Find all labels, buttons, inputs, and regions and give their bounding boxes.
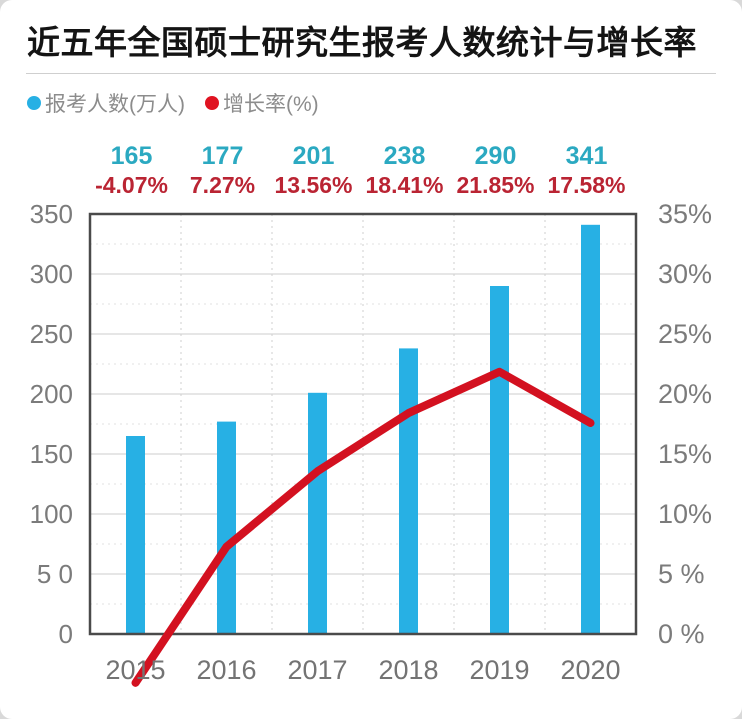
- bar-2018: [399, 348, 418, 634]
- page-title: 近五年全国硕士研究生报考人数统计与增长率: [27, 24, 697, 61]
- bar-value-label: 290: [475, 142, 517, 170]
- right-axis-tick: 25%: [658, 319, 712, 349]
- left-axis-tick: 0: [59, 619, 73, 649]
- bar-value-label: 165: [111, 142, 153, 170]
- x-axis-label: 2016: [196, 655, 256, 685]
- growth-rate-label: 7.27%: [190, 172, 255, 198]
- left-axis-tick: 250: [30, 319, 73, 349]
- legend-label: 增长率(%): [223, 93, 319, 116]
- legend-item-growth-rate: 增长率(%): [205, 88, 319, 118]
- legend-item-applicants: 报考人数(万人): [27, 88, 185, 118]
- left-axis-tick: 300: [30, 259, 73, 289]
- right-axis-tick: 30%: [658, 259, 712, 289]
- chart-legend: 报考人数(万人) 增长率(%): [27, 88, 319, 118]
- bar-2016: [217, 421, 236, 634]
- x-axis-label: 2020: [560, 655, 620, 685]
- left-axis-tick: 200: [30, 379, 73, 409]
- bar-value-label: 201: [293, 142, 335, 170]
- plot-border: [88, 212, 638, 636]
- bar-2019: [490, 286, 509, 634]
- growth-rate-label: 18.41%: [365, 172, 443, 198]
- bar-value-label: 177: [202, 142, 244, 170]
- x-axis-label: 2019: [469, 655, 529, 685]
- legend-dot-icon: [205, 96, 219, 110]
- right-axis-tick: 10%: [658, 499, 712, 529]
- growth-rate-label: 13.56%: [274, 172, 352, 198]
- bar-2017: [308, 392, 327, 634]
- left-axis-tick: 350: [30, 199, 73, 229]
- title-divider: [26, 73, 716, 74]
- left-axis-tick: 150: [30, 439, 73, 469]
- legend-label: 报考人数(万人): [45, 93, 185, 116]
- right-axis-tick: 35%: [658, 199, 712, 229]
- left-axis-tick: 100: [30, 499, 73, 529]
- right-axis-tick: 0 %: [658, 619, 705, 649]
- x-axis-label: 2015: [105, 655, 165, 685]
- bar-2015: [126, 436, 145, 634]
- growth-rate-label: 17.58%: [547, 172, 625, 198]
- bar-value-label: 341: [566, 142, 608, 170]
- growth-rate-line: [131, 367, 595, 687]
- x-axis-label: 2017: [287, 655, 347, 685]
- legend-dot-icon: [27, 96, 41, 110]
- bar-2020: [581, 224, 600, 635]
- growth-rate-label: -4.07%: [95, 172, 168, 198]
- left-axis-tick: 5 0: [37, 559, 73, 589]
- right-axis-tick: 5 %: [658, 559, 705, 589]
- right-axis-tick: 20%: [658, 379, 712, 409]
- bar-value-label: 238: [384, 142, 426, 170]
- right-axis-tick: 15%: [658, 439, 712, 469]
- x-axis-label: 2018: [378, 655, 438, 685]
- growth-rate-label: 21.85%: [456, 172, 534, 198]
